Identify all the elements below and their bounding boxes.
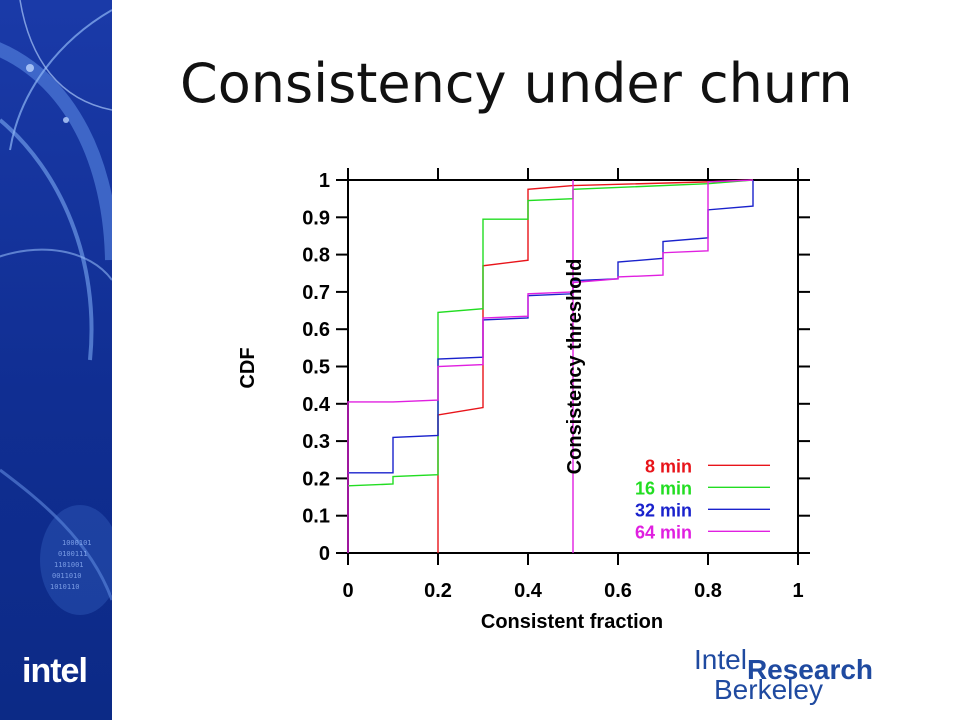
x-tick-label: 0.2 (424, 580, 452, 602)
y-tick-label: 0.6 (302, 319, 330, 341)
x-tick-label: 0.8 (694, 580, 722, 602)
y-tick-label: 1 (319, 170, 330, 192)
legend-label: 32 min (635, 500, 692, 520)
x-tick-label: 0.4 (514, 580, 543, 602)
legend-label: 16 min (635, 478, 692, 498)
annotation-layer: Consistency threshold (564, 180, 586, 553)
y-tick-label: 0.2 (302, 468, 330, 490)
y-tick-label: 0.7 (302, 282, 330, 304)
y-tick-label: 0.5 (302, 357, 330, 379)
y-tick-label: 0.1 (302, 506, 330, 528)
brand-research: Research (746, 654, 874, 685)
svg-text:0100111: 0100111 (58, 550, 88, 558)
series-line-32-min (348, 180, 754, 474)
series-line-16-min (347, 179, 754, 487)
intel-logo: intel (22, 652, 88, 690)
y-tick-label: 0.8 (302, 245, 330, 267)
slide-title: Consistency under churn (180, 52, 853, 115)
svg-text:1000101: 1000101 (62, 539, 92, 547)
brand-intel: Intel (694, 644, 747, 675)
y-tick-label: 0.4 (302, 394, 331, 416)
series-line-8-min (437, 179, 754, 553)
legend-label: 64 min (635, 522, 692, 542)
cdf-chart: 0 0.1 0.2 0.3 0.4 0.5 0.6 0.7 0.8 0.9 1 0 0.2 0.4 0.6 0… (237, 168, 810, 633)
y-tick-label: 0.9 (302, 207, 330, 229)
x-axis-label: Consistent fraction (481, 611, 663, 633)
x-tick-label: 0.6 (604, 580, 632, 602)
decorative-sidebar: 1000101 0100111 1101001 0011010 1010110 … (0, 0, 112, 720)
y-axis-label: CDF (237, 347, 259, 388)
svg-text:0011010: 0011010 (52, 572, 82, 580)
intel-research-berkeley-logo: IntelResearch Berkeley (694, 646, 873, 704)
y-tick-label: 0 (319, 543, 330, 565)
legend-label: 8 min (645, 456, 692, 476)
svg-text:1101001: 1101001 (54, 561, 84, 569)
sidebar-swirl-graphic: 1000101 0100111 1101001 0011010 1010110 (0, 0, 112, 615)
series-line-64-min (347, 179, 754, 553)
svg-text:1010110: 1010110 (50, 583, 80, 591)
axis-ticks: 0 0.1 0.2 0.3 0.4 0.5 0.6 0.7 0.8 0.9 1 0 0.2 0.4 0.6 0… (302, 168, 810, 602)
threshold-label: Consistency threshold (564, 259, 586, 475)
series-layer (347, 179, 754, 553)
x-tick-label: 1 (792, 580, 803, 602)
x-tick-label: 0 (342, 580, 353, 602)
brand-berkeley: Berkeley (714, 674, 823, 705)
y-tick-label: 0.3 (302, 431, 330, 453)
